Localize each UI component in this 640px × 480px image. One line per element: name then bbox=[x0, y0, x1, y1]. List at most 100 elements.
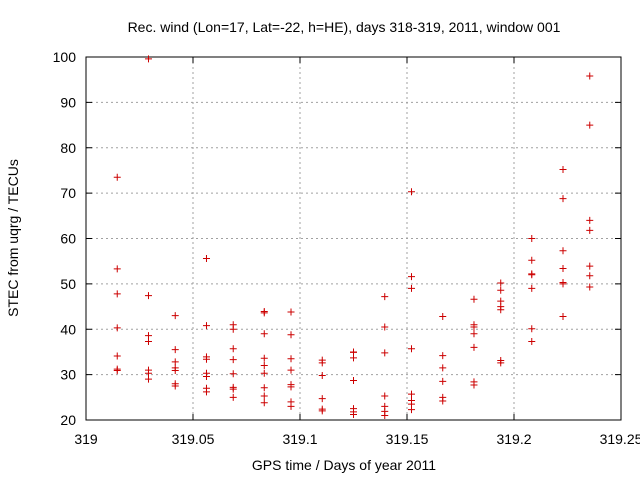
y-tick-label: 90 bbox=[60, 94, 76, 110]
data-point-marker bbox=[171, 346, 179, 354]
x-axis-label: GPS time / Days of year 2011 bbox=[252, 457, 436, 473]
data-point-marker bbox=[407, 406, 415, 414]
data-point-marker bbox=[229, 356, 237, 364]
x-tick-label: 319.2 bbox=[496, 431, 531, 447]
x-tick-label: 319.05 bbox=[172, 431, 215, 447]
data-point-marker bbox=[497, 306, 505, 314]
y-tick-label: 30 bbox=[60, 367, 76, 383]
data-point-marker bbox=[559, 166, 567, 174]
y-tick-label: 50 bbox=[60, 276, 76, 292]
data-point-marker bbox=[318, 395, 326, 403]
x-tick-label: 319 bbox=[74, 431, 98, 447]
data-point-marker bbox=[260, 369, 268, 377]
data-point-marker bbox=[144, 332, 152, 340]
data-point-marker bbox=[144, 55, 152, 63]
data-point-marker bbox=[229, 345, 237, 353]
data-point-marker bbox=[407, 284, 415, 292]
y-axis-label: STEC from uqrg / TECUs bbox=[5, 159, 21, 317]
data-point-marker bbox=[260, 384, 268, 392]
data-point-marker bbox=[260, 392, 268, 400]
data-point-marker bbox=[559, 280, 567, 288]
data-point-marker bbox=[229, 385, 237, 393]
data-point-marker bbox=[528, 256, 536, 264]
data-point-marker bbox=[287, 402, 295, 410]
data-point-marker bbox=[202, 254, 210, 262]
data-point-marker bbox=[586, 226, 594, 234]
x-tick-labels: 319 319.05 319.1 319.15 319.2 319.25 bbox=[74, 431, 640, 447]
data-point-marker bbox=[470, 343, 478, 351]
data-point-marker bbox=[497, 279, 505, 287]
data-point-marker bbox=[229, 393, 237, 401]
data-point-marker bbox=[350, 354, 357, 362]
data-point-marker bbox=[202, 372, 210, 380]
data-point-marker bbox=[287, 308, 295, 316]
chart-title: Rec. wind (Lon=17, Lat=-22, h=HE), days … bbox=[128, 19, 561, 35]
data-point-marker bbox=[113, 290, 121, 298]
data-point-marker bbox=[260, 309, 268, 317]
data-point-marker bbox=[439, 313, 447, 321]
y-tick-label: 80 bbox=[60, 140, 76, 156]
data-point-marker bbox=[287, 355, 295, 363]
data-point-marker bbox=[144, 369, 152, 377]
data-point-marker bbox=[229, 370, 237, 378]
data-point-marker bbox=[318, 372, 326, 380]
data-point-marker bbox=[407, 188, 415, 196]
y-tick-label: 40 bbox=[60, 321, 76, 337]
data-point-marker bbox=[171, 382, 179, 390]
data-point-marker bbox=[586, 272, 594, 280]
data-point-marker bbox=[528, 338, 536, 346]
data-point-marker bbox=[287, 331, 295, 339]
data-point-marker bbox=[113, 352, 121, 360]
y-tick-label: 60 bbox=[60, 231, 76, 247]
data-point-marker bbox=[559, 264, 567, 272]
data-point-marker bbox=[559, 247, 567, 255]
data-point-marker bbox=[113, 173, 121, 181]
data-point-marker bbox=[497, 286, 505, 294]
data-point-marker bbox=[586, 216, 594, 224]
data-point-marker bbox=[470, 330, 478, 338]
data-point-marker bbox=[171, 367, 179, 375]
data-point-marker bbox=[350, 411, 357, 419]
data-point-marker bbox=[470, 295, 478, 303]
data-point-marker bbox=[260, 354, 268, 362]
data-point-marker bbox=[202, 388, 210, 396]
data-point-marker bbox=[260, 362, 268, 370]
data-point-marker bbox=[559, 313, 567, 321]
data-point-marker bbox=[202, 322, 210, 330]
data-point-marker bbox=[144, 292, 152, 300]
data-point-marker bbox=[144, 338, 152, 346]
data-point-marker bbox=[439, 377, 447, 385]
data-point-marker bbox=[497, 359, 505, 367]
data-point-marker bbox=[318, 407, 326, 415]
data-point-marker bbox=[287, 366, 295, 374]
data-point-marker bbox=[381, 349, 389, 357]
grid-lines bbox=[86, 57, 621, 420]
data-point-marker bbox=[113, 265, 121, 273]
axis-ticks bbox=[85, 56, 622, 421]
data-point-marker bbox=[439, 352, 447, 360]
data-point-marker bbox=[229, 325, 237, 333]
data-point-marker bbox=[381, 411, 389, 419]
y-tick-label: 100 bbox=[53, 49, 77, 65]
data-point-marker bbox=[171, 312, 179, 320]
y-tick-labels: 20 30 40 50 60 70 80 90 100 bbox=[53, 49, 77, 428]
data-point-marker bbox=[528, 325, 536, 333]
data-point-marker bbox=[318, 359, 326, 367]
y-tick-label: 70 bbox=[60, 185, 76, 201]
data-point-marker bbox=[260, 399, 268, 407]
x-tick-label: 319.25 bbox=[600, 431, 640, 447]
data-point-marker bbox=[381, 323, 389, 331]
data-point-marker bbox=[439, 364, 447, 372]
data-point-marker bbox=[586, 72, 594, 80]
x-tick-label: 319.1 bbox=[282, 431, 317, 447]
data-point-marker bbox=[528, 284, 536, 292]
data-point-marker bbox=[586, 283, 594, 291]
data-point-marker bbox=[528, 271, 536, 279]
data-point-marker bbox=[350, 377, 357, 385]
data-point-marker bbox=[470, 381, 478, 389]
data-point-marker bbox=[586, 121, 594, 129]
data-point-marker bbox=[407, 390, 415, 398]
data-point-marker bbox=[260, 330, 268, 338]
data-point-marker bbox=[113, 324, 121, 332]
